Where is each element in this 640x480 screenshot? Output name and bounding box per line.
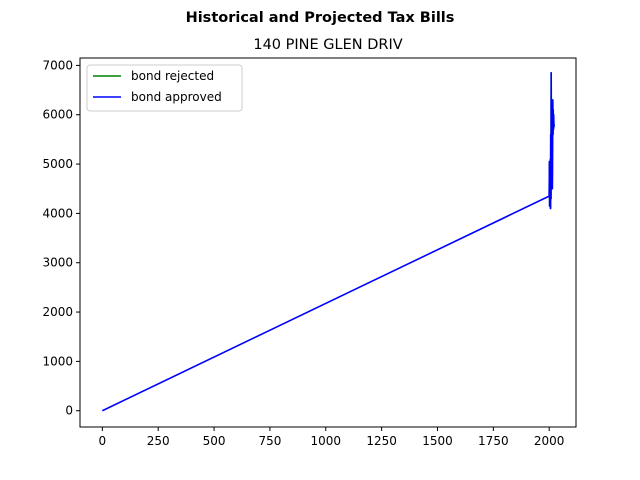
legend-box [86, 64, 243, 112]
legend-label-1: bond rejected [131, 69, 214, 83]
x-tick-label: 2000 [534, 434, 565, 448]
y-tick-label: 7000 [42, 58, 73, 72]
x-tick-label: 750 [258, 434, 281, 448]
axes-layer: 0 250 500 750 1000 1250 1500 1750 2000 0 1000 2000 3… [42, 57, 577, 448]
chart-suptitle: Historical and Projected Tax Bills [186, 10, 455, 26]
series-layer [101, 72, 555, 412]
y-tick-label: 0 [65, 404, 73, 418]
y-tick-label: 3000 [42, 256, 73, 270]
x-tick-label: 1750 [478, 434, 509, 448]
x-tick-label: 1500 [422, 434, 453, 448]
x-tick-label: 1000 [310, 434, 341, 448]
y-tick-label: 2000 [42, 305, 73, 319]
x-tick-label: 500 [203, 434, 226, 448]
x-tick-label: 250 [147, 434, 170, 448]
y-tick-label: 4000 [42, 206, 73, 220]
x-tick-label: 1250 [366, 434, 397, 448]
series-line-2 [101, 72, 555, 412]
y-tick-label: 6000 [42, 108, 73, 122]
plot-frame [79, 57, 577, 428]
x-tick-label: 0 [99, 434, 107, 448]
legend-label-2: bond approved [131, 90, 222, 104]
chart-title: 140 PINE GLEN DRIV [253, 37, 402, 53]
y-tick-label: 1000 [42, 354, 73, 368]
y-tick-label: 5000 [42, 157, 73, 171]
legend: bond rejected bond approved [86, 64, 243, 112]
